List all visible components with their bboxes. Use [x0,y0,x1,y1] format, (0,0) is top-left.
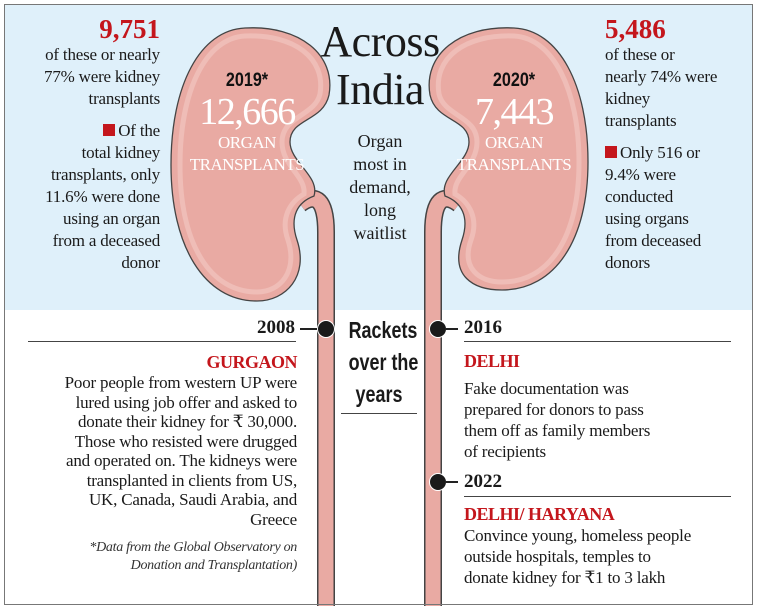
right-kidney-icon [424,27,589,606]
timeline-place: DELHI [464,351,520,371]
page-title-line: India [336,65,424,114]
timeline-text-line: them off as family members [464,421,651,440]
frame-border [4,4,753,605]
subtitle-line: long [363,200,396,220]
timeline-text-line: UK, Canada, Saudi Arabia, and [88,490,297,509]
right-stat-line: transplants [605,111,677,130]
subtitle-line: demand, [349,177,411,197]
kidney-label-line: TRANSPLANTS [456,155,572,174]
kidney-label-line: ORGAN [218,133,276,152]
timeline-dot-icon [429,473,447,491]
timeline-year: 2022 [464,471,502,492]
timeline-text-line: and operated on. The kidneys were [65,451,297,470]
timeline-text-line: donate their kidney for ₹ 30,000. [77,412,297,431]
timeline-text-line: Poor people from western UP were [64,373,298,392]
right-note-line: using organs [605,209,689,228]
timeline-text-line: Fake documentation was [464,379,629,398]
divider [464,341,731,342]
divider [28,341,296,342]
left-stat-line: of these or nearly [45,45,160,64]
left-note-text: Of the [118,121,160,140]
right-note-line: Only 516 or [605,142,755,164]
kidney-count: 7,443 [475,91,555,133]
timeline-year: 2008 [257,317,295,338]
left-note-line: using an organ [63,209,160,228]
rackets-heading-line: years [355,381,403,407]
subtitle-line: waitlist [353,223,407,243]
title-block: Across India Organ most in demand, long … [300,18,460,245]
timeline-place: DELHI/ HARYANA [464,504,615,524]
left-kidney-label: 2019* 12,666 ORGAN TRANSPLANTS [170,70,324,176]
kidney-count: 12,666 [199,91,296,133]
timeline-entry-2022: DELHI/ HARYANA Convince young, homeless … [464,503,749,588]
timeline-place: GURGAON [206,352,298,372]
left-stat-line: 77% were kidney [44,67,160,86]
bullet-square-icon [103,124,116,136]
timeline-text-line: donate kidney for ₹1 to 3 lakh [464,568,666,587]
timeline-connector [446,481,458,483]
kidney-year: 2020* [492,70,536,91]
timeline-text-line: Convince young, homeless people [464,526,692,545]
footnote-line: Donation and Transplantation) [130,558,298,573]
timeline-dot-icon [317,320,335,338]
divider [341,413,417,414]
timeline-entry-2008: GURGAON Poor people from western UP were… [10,351,298,575]
timeline-text-line: lured using job offer and asked to [75,392,298,412]
right-note-line: conducted [605,187,674,206]
right-note-line: 9.4% were [605,165,676,184]
left-stat-line: transplants [88,89,161,108]
subtitle-line: most in [353,154,407,174]
right-stat-line: kidney [605,89,651,108]
right-stats: 5,486 of these or nearly 74% were kidney… [605,14,755,274]
timeline-connector [300,328,318,330]
timeline-text-line: Those who resisted were drugged [74,431,297,451]
timeline-entry-2016: DELHI Fake documentation was prepared fo… [464,350,744,462]
left-note-line: total kidney [81,143,161,162]
footnote-line: *Data from the Global Observatory on [89,540,297,555]
kidney-label-line: ORGAN [485,133,543,152]
timeline-text-line: of recipients [464,442,546,461]
right-stat-line: nearly 74% were [605,67,718,86]
timeline-year: 2016 [464,317,502,338]
left-stats: 9,751 of these or nearly 77% were kidney… [10,14,160,274]
left-kidney-icon [170,27,335,606]
left-note-line: donor [121,253,160,272]
right-note-line: from deceased [605,231,702,250]
timeline-connector [446,328,458,330]
rackets-heading-line: Rackets [348,317,418,343]
right-note-text: Only 516 or [620,143,700,162]
right-stat-line: of these or [605,45,675,64]
right-stat-number: 5,486 [605,14,666,44]
rackets-heading-line: over the [348,349,419,375]
kidney-label-line: TRANSPLANTS [189,155,305,174]
top-panel-background [5,5,752,310]
timeline-text-line: outside hospitals, temples to [464,547,651,566]
timeline-text-line: prepared for donors to pass [464,400,644,419]
timeline-text-line: transplanted in clients from US, [86,470,298,490]
right-kidney-label: 2020* 7,443 ORGAN TRANSPLANTS [437,70,591,176]
left-note-line: Of the [10,120,160,142]
left-note-line: transplants, only [51,165,160,184]
bullet-square-icon [605,146,617,158]
right-note-line: donors [605,253,651,272]
divider [464,496,731,497]
subtitle-line: Organ [357,131,403,151]
timeline-dot-icon [429,320,447,338]
rackets-heading: Rackets over the years [340,314,419,410]
left-note-line: 11.6% were done [45,187,160,206]
page-title-line: Across [320,17,440,66]
left-stat-number: 9,751 [99,14,160,44]
left-note-line: from a deceased [52,231,161,250]
kidney-year: 2019* [225,70,269,91]
timeline-text-line: Greece [250,509,297,529]
